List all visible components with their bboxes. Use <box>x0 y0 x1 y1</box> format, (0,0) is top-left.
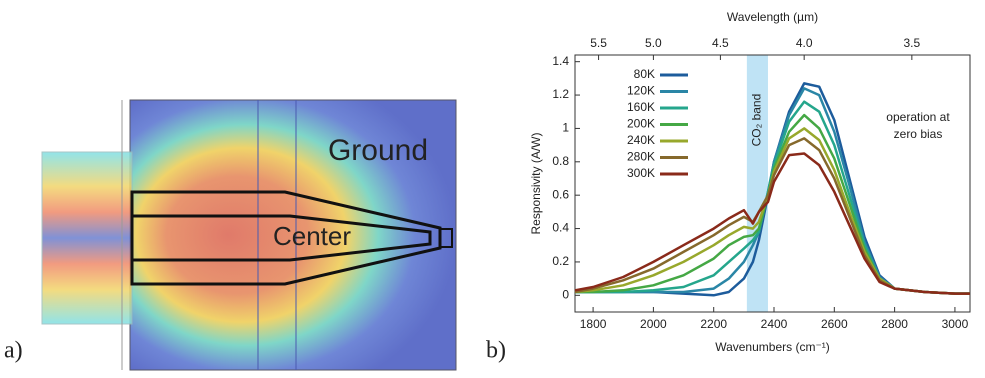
x-tick-label: 3000 <box>942 317 969 331</box>
x-tick-label: 2000 <box>640 317 667 331</box>
co2-band <box>747 55 768 312</box>
y-tick-label: 0 <box>562 287 569 301</box>
legend-label: 300K <box>627 166 655 180</box>
x-tick-label: 2400 <box>761 317 788 331</box>
y-tick-label: 1 <box>562 121 569 135</box>
x2-tick-label: 5.0 <box>645 36 662 50</box>
x2-tick-label: 4.0 <box>796 36 813 50</box>
y-tick-label: 0.8 <box>552 154 569 168</box>
x-tick-label: 2800 <box>881 317 908 331</box>
legend-label: 200K <box>627 117 655 131</box>
y-tick-label: 0.4 <box>552 221 569 235</box>
y-tick-label: 0.2 <box>552 254 569 268</box>
legend-label: 80K <box>634 67 655 81</box>
note: zero bias <box>894 127 943 141</box>
x-tick-label: 2200 <box>700 317 727 331</box>
panel-label: a) <box>4 338 23 364</box>
note: operation at <box>886 110 950 124</box>
x2-tick-label: 3.5 <box>904 36 921 50</box>
legend-label: 120K <box>627 84 655 98</box>
chart: CO₂ band 0 0.2 0.4 0.6 0.8 1 1.2 1.4 1800 2000 2200… <box>529 10 970 354</box>
y-tick-label: 0.6 <box>552 187 569 201</box>
x-tick-label: 1800 <box>580 317 607 331</box>
x-axis-title: Wavenumbers (cm⁻¹) <box>715 340 830 354</box>
x2-tick-label: 5.5 <box>590 36 607 50</box>
connector <box>42 152 132 324</box>
y-tick-label: 1.2 <box>552 87 569 101</box>
legend-label: 280K <box>627 150 655 164</box>
panel-label: b) <box>486 338 506 364</box>
band-label: CO₂ band <box>750 94 764 147</box>
legend-label: 160K <box>627 100 655 114</box>
y-tick-label: 1.4 <box>552 54 569 68</box>
x2-axis-title: Wavelength (µm) <box>727 10 818 24</box>
figure: Ground Center a) b) CO₂ band 0 0.2 0.4 0.6 0.… <box>0 0 985 378</box>
simulation-panel: Ground Center <box>42 100 456 370</box>
ground-label: Ground <box>328 134 428 167</box>
x-tick-label: 2600 <box>821 317 848 331</box>
x2-tick-label: 4.5 <box>712 36 729 50</box>
y-axis-title: Responsivity (A/W) <box>529 132 543 234</box>
legend-label: 240K <box>627 133 655 147</box>
center-label: Center <box>273 221 351 251</box>
